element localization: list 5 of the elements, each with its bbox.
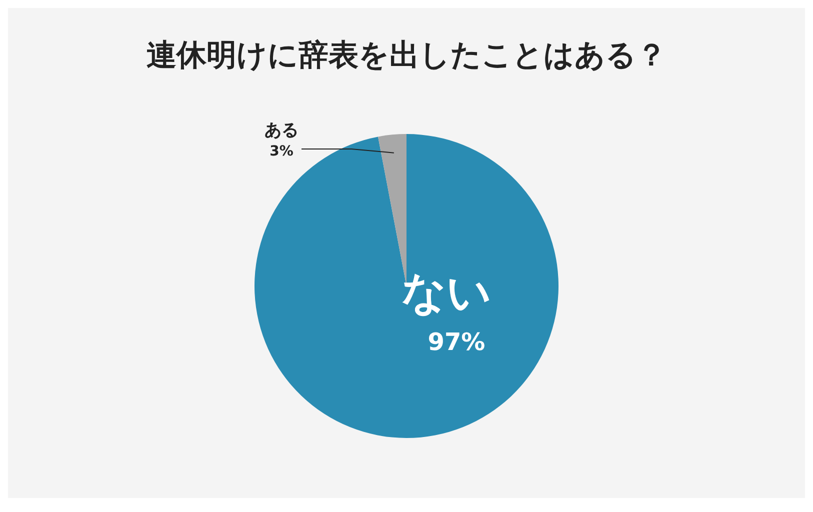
slice-label: ない xyxy=(402,267,492,318)
chart-title: 連休明けに辞表を出したことはある？ xyxy=(146,37,668,75)
slice-label: ある xyxy=(264,120,298,140)
data-label: 3% xyxy=(270,144,294,160)
data-label: 97% xyxy=(428,328,486,356)
